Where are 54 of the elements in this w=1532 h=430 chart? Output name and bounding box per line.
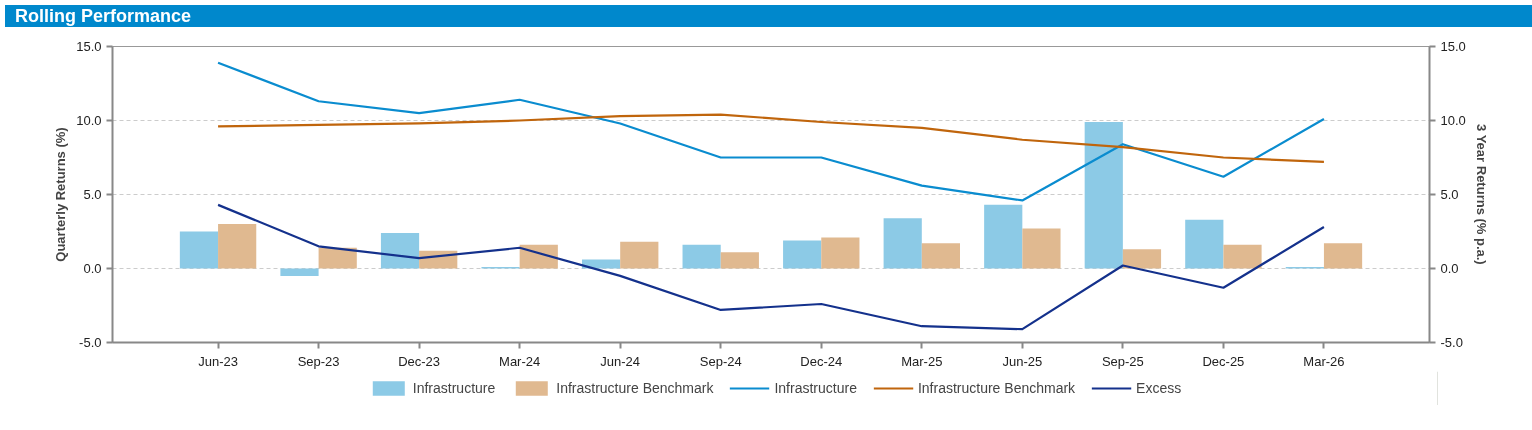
bar xyxy=(1022,228,1061,269)
x-tick-label: Dec-25 xyxy=(1202,353,1245,369)
bar xyxy=(783,240,822,269)
y2-tick-label: 0.0 xyxy=(1440,261,1459,276)
x-tick-label: Dec-24 xyxy=(800,353,843,369)
x-tick-label: Sep-23 xyxy=(297,353,340,369)
bar xyxy=(218,224,257,269)
y2-tick-label: 15.0 xyxy=(1440,39,1466,54)
x-tick-label: Jun-24 xyxy=(600,353,641,369)
line-series xyxy=(216,203,1326,331)
bar xyxy=(179,231,219,269)
bar xyxy=(984,204,1023,269)
bar xyxy=(1185,219,1224,269)
bar xyxy=(1122,249,1162,269)
line-series xyxy=(216,113,1326,164)
y-tick-label: 5.0 xyxy=(83,187,102,202)
x-tick-label: Jun-25 xyxy=(1002,353,1043,369)
legend-label: Infrastructure Benchmark xyxy=(917,380,1076,396)
bar xyxy=(280,268,319,276)
y-tick-label: 15.0 xyxy=(76,39,102,54)
x-tick-label: Sep-25 xyxy=(1101,353,1144,369)
legend-label: Infrastructure xyxy=(774,380,857,396)
y-tick-label: 10.0 xyxy=(76,113,102,128)
legend-label: Infrastructure Benchmark xyxy=(556,380,714,396)
y2-tick-label: -5.0 xyxy=(1440,335,1463,350)
y2-axis-title: 3 Year Returns (% p.a.) xyxy=(1473,124,1489,265)
bar xyxy=(1084,121,1123,269)
bar xyxy=(519,244,558,269)
y2-tick-label: 10.0 xyxy=(1440,113,1466,128)
bar xyxy=(682,244,721,269)
bar xyxy=(380,232,420,269)
x-tick-label: Mar-25 xyxy=(901,353,943,369)
bar xyxy=(318,247,357,269)
line-series xyxy=(216,61,1326,202)
y-axis-title: Quarterly Returns (%) xyxy=(53,127,69,262)
x-tick-label: Sep-24 xyxy=(699,353,742,369)
bar xyxy=(921,243,960,269)
y-tick-label: 0.0 xyxy=(83,261,102,276)
bar xyxy=(1323,243,1363,269)
bar xyxy=(1223,244,1262,269)
y2-tick-label: 5.0 xyxy=(1440,187,1459,202)
x-tick-label: Dec-23 xyxy=(398,353,441,369)
y-tick-label: -5.0 xyxy=(79,335,102,350)
bar xyxy=(720,252,759,269)
x-tick-label: Mar-24 xyxy=(499,353,541,369)
bar xyxy=(883,218,922,269)
legend-label: Infrastructure xyxy=(412,380,496,396)
x-tick-label: Mar-26 xyxy=(1303,353,1345,369)
legend-label: Excess xyxy=(1136,380,1182,396)
chart-title: Rolling Performance xyxy=(15,5,192,27)
bar xyxy=(620,241,659,269)
bar xyxy=(582,259,621,269)
bar xyxy=(821,237,860,269)
x-tick-label: Jun-23 xyxy=(198,353,238,369)
